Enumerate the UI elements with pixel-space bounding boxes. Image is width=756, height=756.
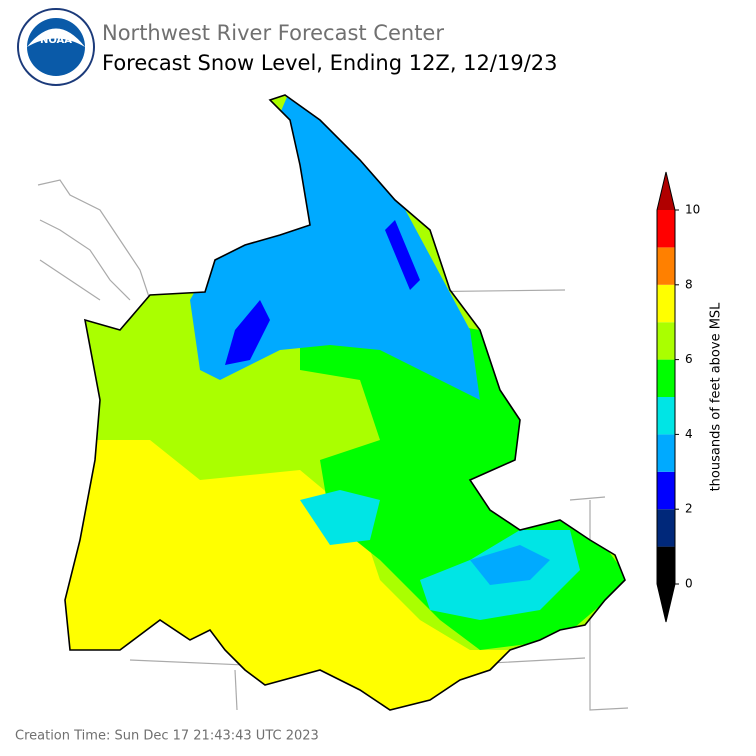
colorbar-segment (657, 471, 675, 510)
colorbar-segment (657, 397, 675, 435)
noaa-logo: NOAA (17, 8, 95, 86)
colorbar-segment (657, 247, 675, 285)
colorbar-segment (657, 546, 675, 584)
colorbar-tick-label: 8 (685, 277, 693, 291)
map-title: Forecast Snow Level, Ending 12Z, 12/19/2… (102, 51, 558, 75)
colorbar-segment (657, 210, 675, 248)
svg-text:NOAA: NOAA (40, 35, 72, 46)
colorbar-segment (657, 359, 675, 397)
snow-level-field (65, 95, 625, 710)
colorbar-tick-label: 4 (685, 427, 693, 441)
colorbar-over (657, 172, 675, 210)
colorbar-segment (657, 322, 675, 360)
colorbar-segment (657, 509, 675, 547)
colorbar-under (657, 584, 675, 622)
colorbar-tick-label: 6 (685, 352, 693, 366)
colorbar-tick-label: 0 (685, 577, 693, 591)
colorbar: 0 2 4 6 8 10 (656, 171, 700, 623)
creation-time: Creation Time: Sun Dec 17 21:43:43 UTC 2… (15, 729, 319, 744)
colorbar-segment (657, 284, 675, 323)
org-name: Northwest River Forecast Center (102, 21, 444, 45)
colorbar-segment (657, 434, 675, 472)
colorbar-tick-label: 10 (685, 203, 700, 217)
colorbar-label: thousands of feet above MSL (709, 302, 724, 492)
colorbar-tick-label: 2 (685, 502, 693, 516)
